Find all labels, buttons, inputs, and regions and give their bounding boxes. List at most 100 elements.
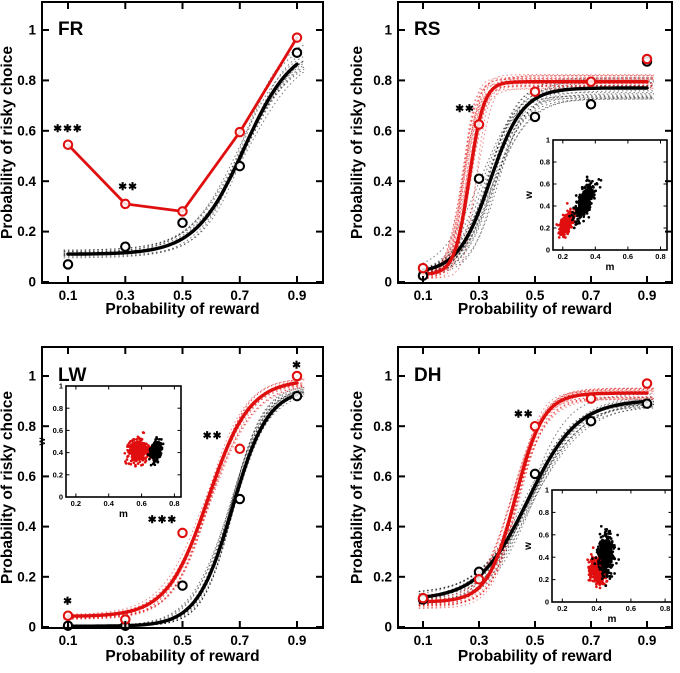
panel-dh: ✱✱ 0.2 0.4 0.6 0.8 0 0.2 0.4 0.6 0.8 1 m w 0.1 0.3 0.5 0…	[340, 334, 680, 668]
inset-xlabel: m	[606, 262, 615, 273]
data-point	[234, 126, 246, 138]
svg-text:0.6: 0.6	[539, 530, 549, 539]
y-tick-label: 0	[28, 620, 36, 635]
x-tick-label: 0.7	[582, 633, 601, 648]
y-axis-label: Probability of risky choice	[349, 46, 366, 239]
y-tick-label: 0	[384, 275, 392, 290]
y-tick-label: 0.4	[373, 174, 392, 189]
x-tick-label: 0.5	[173, 288, 192, 303]
inset-cluster	[123, 431, 155, 468]
inset-cluster	[555, 202, 579, 239]
x-tick-label: 0.9	[638, 288, 657, 303]
significance-asterisks: ✱✱	[455, 103, 475, 115]
svg-text:0.6: 0.6	[623, 252, 633, 261]
panel-fr-plot: ✱✱✱✱✱0.1 0.3 0.5 0.7 0.900.20.40.60.81Probab…	[0, 1, 324, 318]
data-point	[234, 160, 246, 172]
svg-text:1: 1	[59, 382, 63, 391]
svg-text:0.6: 0.6	[136, 499, 146, 508]
svg-text:0.8: 0.8	[540, 158, 550, 167]
data-point	[417, 262, 429, 274]
svg-text:0.8: 0.8	[655, 252, 665, 261]
svg-text:0.8: 0.8	[660, 604, 670, 613]
y-tick-label: 0.6	[373, 123, 392, 138]
axes: 0.1 0.3 0.5 0.7 0.9 0 0.2 0.4 0.6 0.8 1	[373, 346, 673, 648]
x-tick-label: 0.3	[470, 288, 489, 303]
inset-cluster	[568, 175, 603, 230]
inset-cluster	[591, 524, 621, 588]
svg-text:1: 1	[545, 486, 549, 495]
data-point	[177, 206, 188, 217]
x-axis-label: Probability of reward	[105, 648, 259, 665]
x-tick-label: 0.3	[470, 633, 489, 648]
x-tick-label: 0.7	[230, 633, 249, 648]
data-point	[585, 415, 597, 427]
data-point	[641, 398, 653, 409]
fit-curve	[421, 86, 649, 272]
y-tick-label: 1	[384, 369, 392, 384]
fit-curve	[421, 399, 649, 599]
x-tick-label: 0.9	[638, 633, 657, 648]
svg-text:0.6: 0.6	[626, 604, 636, 613]
svg-text:0: 0	[546, 246, 550, 255]
svg-text:0.2: 0.2	[71, 499, 81, 508]
data-point	[120, 241, 131, 252]
x-tick-label: 0.1	[414, 288, 433, 303]
svg-text:0: 0	[545, 598, 549, 607]
data-points	[62, 32, 303, 217]
svg-text:0.2: 0.2	[53, 470, 63, 479]
panel-label: DH	[414, 365, 441, 386]
significance-asterisks: ✱✱	[514, 408, 534, 420]
panel-label: RS	[414, 19, 440, 40]
y-tick-label: 0.6	[17, 469, 36, 484]
data-point	[62, 139, 74, 150]
x-tick-label: 0.3	[116, 288, 135, 303]
y-tick-label: 1	[28, 369, 36, 384]
fit-curve	[66, 381, 299, 618]
data-point	[291, 47, 303, 58]
x-tick-label: 0.7	[582, 288, 601, 303]
data-point	[291, 32, 303, 43]
y-tick-label: 0.8	[17, 73, 36, 88]
panel-label: FR	[58, 19, 84, 40]
data-point	[234, 443, 246, 455]
data-point	[62, 610, 74, 621]
data-point	[529, 468, 541, 480]
inset-ylabel: w	[524, 191, 535, 200]
svg-text:0.2: 0.2	[539, 575, 549, 584]
fit-curve	[421, 80, 649, 276]
svg-text:1: 1	[546, 136, 550, 145]
svg-text:0.2: 0.2	[557, 604, 567, 613]
data-point	[473, 119, 485, 130]
inset-xlabel: m	[119, 509, 128, 520]
x-tick-label: 0.1	[59, 288, 78, 303]
svg-text:0.4: 0.4	[539, 553, 550, 562]
plot-area	[63, 378, 305, 627]
svg-text:0: 0	[59, 493, 63, 502]
svg-text:0.4: 0.4	[53, 448, 64, 457]
svg-text:0.8: 0.8	[53, 404, 63, 413]
y-tick-label: 0.8	[17, 419, 36, 434]
x-tick-label: 0.9	[288, 288, 307, 303]
x-tick-label: 0.5	[173, 633, 192, 648]
y-tick-label: 0.8	[373, 73, 392, 88]
data-point	[234, 493, 246, 505]
data-point	[62, 259, 74, 270]
y-tick-label: 0.2	[17, 224, 36, 239]
significance-asterisks: ✱✱	[203, 430, 223, 442]
axes: 0.1 0.3 0.5 0.7 0.9 0 0.2 0.4 0.6 0.8 1	[373, 1, 673, 303]
data-points	[417, 378, 653, 604]
data-point	[177, 217, 188, 229]
x-tick-label: 0.7	[230, 288, 249, 303]
inset-xlabel: m	[608, 614, 617, 625]
data-point	[641, 378, 653, 389]
x-tick-label: 0.3	[116, 633, 135, 648]
fit-curve	[66, 393, 299, 627]
data-point	[529, 420, 541, 432]
data-point	[417, 592, 429, 604]
panel-lw: ✱ ✱✱✱ ✱✱ ✱ 0.2 0.4 0.6 0.8 0 0.2 0.4 0.6 0.8 1 m w 0.1 0.…	[0, 334, 340, 668]
